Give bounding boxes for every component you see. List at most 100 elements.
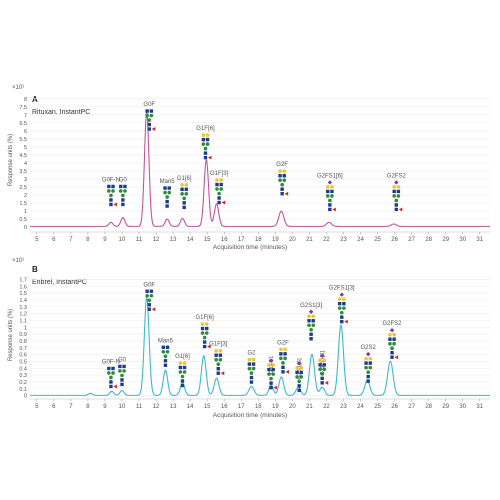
peak-annotation: G2S1[3] xyxy=(300,303,322,341)
peak-label: Man5 xyxy=(160,179,176,185)
peak-annotation: G2FS2 xyxy=(387,173,406,212)
glycan-icon xyxy=(214,348,225,376)
panel-a-xlabel: Acquisition time (minutes) xyxy=(213,244,287,251)
peak-label: G2S2 xyxy=(361,345,377,351)
glycan-icon xyxy=(318,353,329,385)
panel-b: ×10¹ B Enbrel, InstantPC Response units … xyxy=(8,258,490,419)
y-tick-label: 6 xyxy=(24,129,27,135)
y-tick-label: 0.9 xyxy=(19,332,27,338)
peak-label: G1[6] xyxy=(175,354,190,360)
x-tick-label: 12 xyxy=(153,237,160,243)
y-tick-label: 2 xyxy=(24,193,27,199)
y-tick-label: 1.5 xyxy=(19,201,27,207)
peak-label: G2FS1[3] xyxy=(329,286,355,292)
peak-label: G0F-N xyxy=(102,177,120,183)
y-tick-label: 1.4 xyxy=(19,298,27,304)
peak-annotation: G0F-N xyxy=(102,177,120,207)
glycan-icon xyxy=(337,292,348,324)
peak-annotation: G1F[6] xyxy=(196,126,215,160)
x-tick-label: 8 xyxy=(86,237,90,243)
y-tick-label: 0.3 xyxy=(19,373,27,379)
y-tick-label: 1.3 xyxy=(19,305,27,311)
x-tick-label: 31 xyxy=(476,237,483,243)
glycan-icon xyxy=(107,184,117,207)
x-tick-label: 26 xyxy=(391,237,398,243)
x-tick-label: 20 xyxy=(289,404,296,410)
peak-annotation: G0F xyxy=(143,282,155,312)
peak-label: Man5 xyxy=(158,338,174,344)
peak-label: G1F[3] xyxy=(209,342,228,348)
peak-annotation: Man5 xyxy=(158,338,174,367)
peak-label: G2F xyxy=(276,162,288,168)
y-tick-label: 7.5 xyxy=(19,105,27,111)
x-tick-label: 17 xyxy=(238,237,245,243)
x-tick-label: 15 xyxy=(204,404,211,410)
peak-annotation: G1[6] xyxy=(175,354,190,388)
chromatogram-trace xyxy=(30,297,490,396)
y-tick-label: 1 xyxy=(24,325,27,331)
peak-label: G2S1[3] xyxy=(300,303,322,309)
peak-label: G0 xyxy=(119,177,128,183)
peak-annotation: G2S2 xyxy=(361,345,377,383)
peak-label: G1F[6] xyxy=(195,315,214,321)
chromatogram-trace xyxy=(30,111,490,227)
x-tick-label: 26 xyxy=(391,404,398,410)
peak-annotation: G2F xyxy=(277,340,289,374)
glycan-icon xyxy=(267,358,278,390)
x-tick-label: 18 xyxy=(255,237,262,243)
x-tick-label: 14 xyxy=(187,237,194,243)
x-tick-label: 17 xyxy=(238,404,245,410)
glycan-icon xyxy=(201,133,212,160)
x-tick-label: 25 xyxy=(374,237,381,243)
peak-annotation: G2F xyxy=(276,162,288,196)
x-tick-label: 16 xyxy=(221,237,228,243)
x-tick-label: 16 xyxy=(221,404,228,410)
peak-label: G0F xyxy=(143,102,155,108)
y-tick-label: 1.6 xyxy=(19,284,27,290)
x-tick-label: 6 xyxy=(52,404,56,410)
peak-annotation: G1[6] xyxy=(177,176,192,210)
y-tick-label: 0.8 xyxy=(19,339,27,345)
y-tick-label: 1.7 xyxy=(19,277,27,283)
peak-annotation: G2FS2 xyxy=(383,321,402,360)
peak-annotation: G1F[3] xyxy=(210,171,229,205)
peak-label: G0 xyxy=(118,357,127,363)
x-tick-label: 23 xyxy=(340,404,347,410)
peak-label: G2FS1[6] xyxy=(320,350,326,375)
panel-a-ylabel: Response units (%) xyxy=(8,134,14,186)
panel-b-scale-note: ×10¹ xyxy=(12,258,24,264)
peak-annotation: G0 xyxy=(119,177,128,207)
y-tick-label: 0.1 xyxy=(19,387,27,393)
x-tick-label: 10 xyxy=(119,237,126,243)
peak-label: G1F[3] xyxy=(210,171,229,177)
y-tick-label: 4 xyxy=(24,161,27,167)
x-tick-label: 9 xyxy=(103,404,107,410)
glycan-icon xyxy=(161,345,170,367)
y-tick-label: 1 xyxy=(24,209,27,215)
glycan-icon xyxy=(295,361,304,393)
x-tick-label: 29 xyxy=(442,237,449,243)
panel-b-letter: B xyxy=(32,265,38,274)
glycan-icon xyxy=(392,180,403,212)
glycan-icon xyxy=(215,178,226,205)
glycan-icon xyxy=(278,169,289,196)
y-tick-label: 5.5 xyxy=(19,137,27,143)
peak-label: G1[6] xyxy=(177,176,192,182)
x-tick-label: 30 xyxy=(459,237,466,243)
x-tick-label: 22 xyxy=(323,404,330,410)
glycan-icon xyxy=(364,351,373,383)
glycan-icon xyxy=(279,347,289,374)
panel-a-title: Rituxan, InstantPC xyxy=(32,109,90,116)
y-tick-label: 4.5 xyxy=(19,153,27,159)
x-tick-label: 5 xyxy=(35,404,39,410)
x-tick-label: 23 xyxy=(340,237,347,243)
x-tick-label: 20 xyxy=(289,237,296,243)
panel-a: ×10¹ A Rituxan, InstantPC Response units… xyxy=(8,85,490,251)
x-tick-label: 24 xyxy=(357,404,364,410)
x-tick-label: 5 xyxy=(35,237,39,243)
x-tick-label: 14 xyxy=(187,404,194,410)
x-tick-label: 28 xyxy=(425,237,432,243)
glycan-icon xyxy=(178,361,187,388)
x-tick-label: 31 xyxy=(476,404,483,410)
